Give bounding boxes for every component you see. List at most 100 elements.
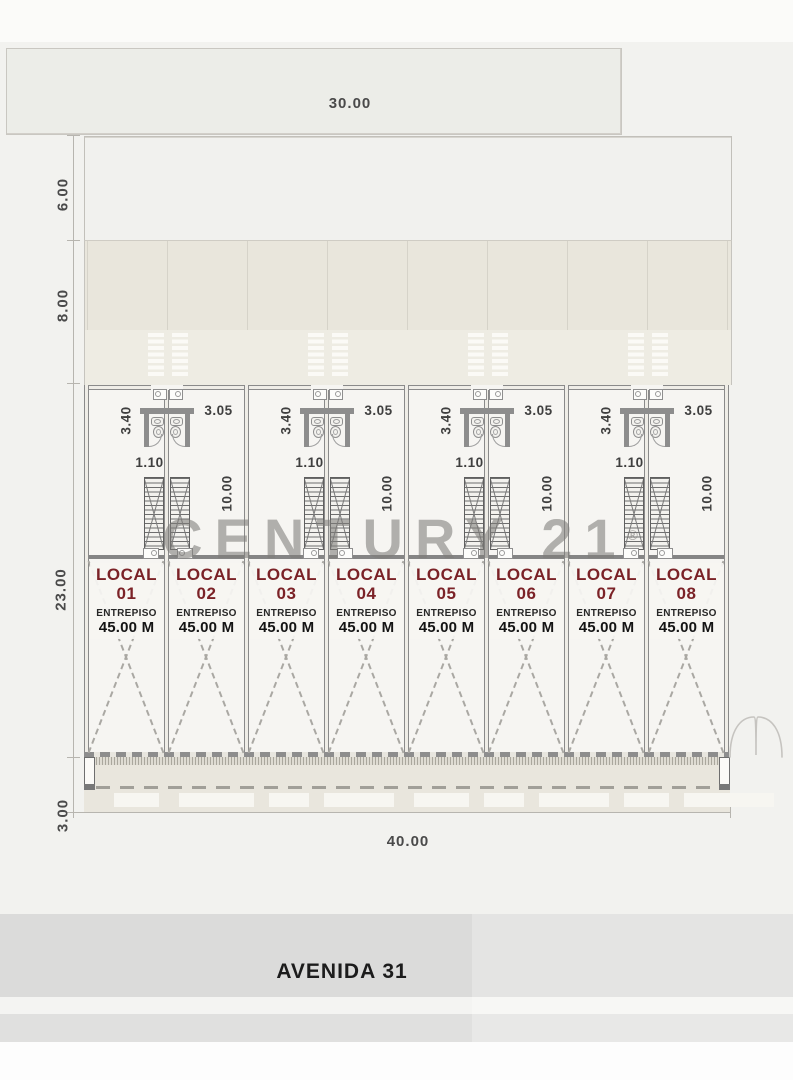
vent-dash-stack <box>331 333 348 378</box>
door-swing-icon <box>491 434 505 447</box>
pavement-marking <box>324 793 394 807</box>
rear-door-opening <box>310 385 343 390</box>
bathroom-module <box>139 408 194 447</box>
dim-tick <box>73 807 74 818</box>
bathroom-module <box>459 408 514 447</box>
stair-door-left <box>462 548 479 559</box>
mezzanine-label: ENTREPISO <box>576 608 637 619</box>
stair-door-right <box>336 548 353 559</box>
stair-door-right <box>656 548 673 559</box>
party-wall <box>164 385 169 757</box>
unit-name: LOCAL <box>655 565 718 584</box>
image-seam <box>472 914 793 1080</box>
bottom-dimension-line <box>73 812 730 813</box>
party-wall <box>644 385 649 757</box>
band-grid-line <box>87 241 88 331</box>
staircase-left <box>143 477 164 550</box>
dim-tick <box>67 135 80 136</box>
rear-setback-area <box>84 136 732 242</box>
pavement-marking <box>484 793 524 807</box>
unit-front-zone: LOCAL 06 ENTREPISO 45.00 M <box>484 560 569 754</box>
left-dimension-line <box>73 135 74 812</box>
curb-dashed-line <box>96 786 718 789</box>
dim-tick <box>67 757 80 758</box>
sink-icon <box>150 417 164 426</box>
rear-door-left <box>472 389 487 400</box>
dim-bath-side: 3.05 <box>684 403 713 418</box>
bathroom-wall <box>459 408 514 414</box>
bathroom-wall <box>463 408 469 447</box>
dim-setback-depth: 6.00 <box>54 177 72 212</box>
mezzanine-label: ENTREPISO <box>656 608 717 619</box>
dim-stair-width: 1.10 <box>135 455 164 470</box>
party-wall <box>244 385 249 757</box>
staircase-left <box>623 477 644 550</box>
mezzanine-area: 45.00 M <box>178 619 235 636</box>
door-swing-icon <box>468 434 482 447</box>
mezzanine-label: ENTREPISO <box>496 608 557 619</box>
unit-name: LOCAL <box>175 565 238 584</box>
storefront-line <box>84 752 729 757</box>
bathroom-wall <box>664 408 670 447</box>
sink-icon <box>470 417 484 426</box>
dim-tick <box>67 240 80 241</box>
pavement-marking <box>739 793 774 807</box>
staircase-right <box>169 477 190 550</box>
dim-bath-side: 3.05 <box>524 403 553 418</box>
bathroom-wall <box>619 408 674 414</box>
rear-door-opening <box>150 385 183 390</box>
street-name: AVENIDA 31 <box>276 960 408 983</box>
door-swing-icon <box>308 434 322 447</box>
pavement-marking <box>539 793 609 807</box>
sidewalk <box>84 757 774 812</box>
rear-door-left <box>632 389 647 400</box>
party-wall <box>404 385 409 757</box>
mezzanine-label: ENTREPISO <box>416 608 477 619</box>
rear-door-left <box>152 389 167 400</box>
rear-door-opening <box>470 385 503 390</box>
dim-bath-width: 3.40 <box>278 406 293 435</box>
dim-bath-width: 3.40 <box>598 406 613 435</box>
end-pier-left <box>84 757 95 790</box>
vent-dash-stack <box>171 333 188 378</box>
dim-frontage-width: 40.00 <box>386 833 430 850</box>
dim-bath-side: 3.05 <box>204 403 233 418</box>
band-grid-line <box>487 241 488 331</box>
band-grid-line <box>407 241 408 331</box>
door-swing-icon <box>331 434 345 447</box>
rear-door-right <box>168 389 183 400</box>
bathroom-wall <box>303 408 309 447</box>
unit-number: 02 <box>196 584 217 603</box>
unit-name: LOCAL <box>575 565 638 584</box>
unit-name: LOCAL <box>495 565 558 584</box>
street-gap <box>0 997 793 1014</box>
unit-pair: 3.40 3.05 1.10 10.00 <box>247 385 407 757</box>
mezzanine-area: 45.00 M <box>658 619 715 636</box>
unit-number: 06 <box>516 584 537 603</box>
band-grid-line <box>247 241 248 331</box>
pavement-marking <box>414 793 469 807</box>
unit-front-zone: LOCAL 08 ENTREPISO 45.00 M <box>644 560 729 754</box>
bathroom-wall <box>504 408 510 447</box>
unit-front-zone: LOCAL 02 ENTREPISO 45.00 M <box>164 560 249 754</box>
sink-icon <box>329 417 343 426</box>
band-grid-line <box>567 241 568 331</box>
unit-front-zone: LOCAL 07 ENTREPISO 45.00 M <box>564 560 649 754</box>
bathroom-wall <box>623 408 629 447</box>
party-wall <box>484 385 489 757</box>
door-swing-icon <box>171 434 185 447</box>
mezzanine-area: 45.00 M <box>498 619 555 636</box>
mezzanine-label: ENTREPISO <box>176 608 237 619</box>
bathroom-wall <box>184 408 190 447</box>
bathroom-wall <box>143 408 149 447</box>
unit-number: 04 <box>356 584 377 603</box>
pavement-marking <box>269 793 309 807</box>
dim-top-width: 30.00 <box>328 95 372 112</box>
bathroom-module <box>619 408 674 447</box>
unit-front-zone: LOCAL 05 ENTREPISO 45.00 M <box>404 560 489 754</box>
threshold-hatch <box>84 757 730 765</box>
rear-door-right <box>648 389 663 400</box>
dim-sidewalk-depth: 3.00 <box>54 798 72 833</box>
rear-door-opening <box>630 385 663 390</box>
